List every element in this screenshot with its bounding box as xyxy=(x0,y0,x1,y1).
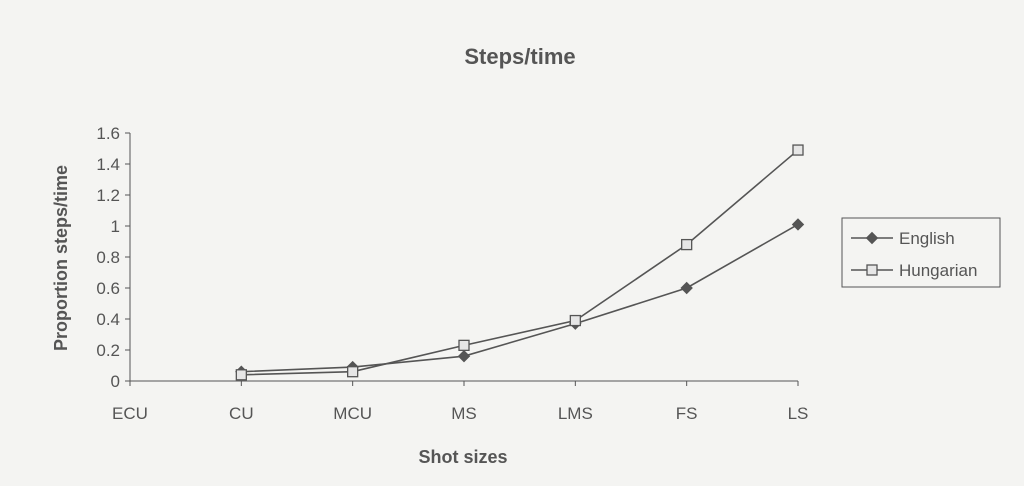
y-tick-label: 0.6 xyxy=(96,279,120,298)
y-tick-label: 0 xyxy=(111,372,120,391)
series-english xyxy=(235,218,805,378)
y-tick-label: 1 xyxy=(111,217,120,236)
y-tick-label: 1.4 xyxy=(96,155,120,174)
series-line-hungarian xyxy=(241,149,799,376)
data-point-english xyxy=(457,349,471,363)
data-point-hungarian xyxy=(235,369,247,381)
series-line-english xyxy=(241,223,799,373)
y-tick-label: 0.2 xyxy=(96,341,120,360)
x-tick-label: CU xyxy=(229,404,254,423)
x-tick-label: MCU xyxy=(333,404,372,423)
x-tick-label: MS xyxy=(451,404,477,423)
x-axis-ticks: ECU CU MCU MS LMS FS LS xyxy=(112,381,808,423)
data-point-english xyxy=(791,218,805,231)
series-hungarian xyxy=(235,144,804,381)
legend-item-english: English xyxy=(851,229,955,248)
legend-items: English Hungarian xyxy=(851,229,977,280)
legend-label-hungarian: Hungarian xyxy=(899,261,977,280)
x-axis-title: Shot sizes xyxy=(418,447,507,467)
y-tick-label: 1.6 xyxy=(96,124,120,143)
data-point-hungarian xyxy=(681,238,693,251)
x-tick-label: LMS xyxy=(558,404,593,423)
x-tick-label: ECU xyxy=(112,404,148,423)
legend-item-hungarian: Hungarian xyxy=(851,261,977,280)
legend-marker-hungarian xyxy=(866,264,878,276)
x-tick-label: LS xyxy=(788,404,809,423)
data-point-hungarian xyxy=(347,366,359,378)
legend: English Hungarian xyxy=(841,217,1001,288)
y-tick-label: 0.8 xyxy=(96,248,120,267)
legend-label-english: English xyxy=(899,229,955,248)
legend-marker-english xyxy=(865,231,879,245)
y-axis-title: Proportion steps/time xyxy=(51,165,71,351)
series-group xyxy=(235,144,805,381)
y-tick-label: 0.4 xyxy=(96,310,120,329)
data-point-hungarian xyxy=(792,144,804,156)
chart-title: Steps/time xyxy=(464,44,575,69)
data-point-hungarian xyxy=(569,314,581,327)
y-axis-ticks: 0 0.2 0.4 0.6 0.8 1 1.2 1.4 1.6 xyxy=(96,124,130,391)
data-point-hungarian xyxy=(458,339,470,352)
y-tick-label: 1.2 xyxy=(96,186,120,205)
x-tick-label: FS xyxy=(676,404,698,423)
data-point-english xyxy=(680,281,693,295)
